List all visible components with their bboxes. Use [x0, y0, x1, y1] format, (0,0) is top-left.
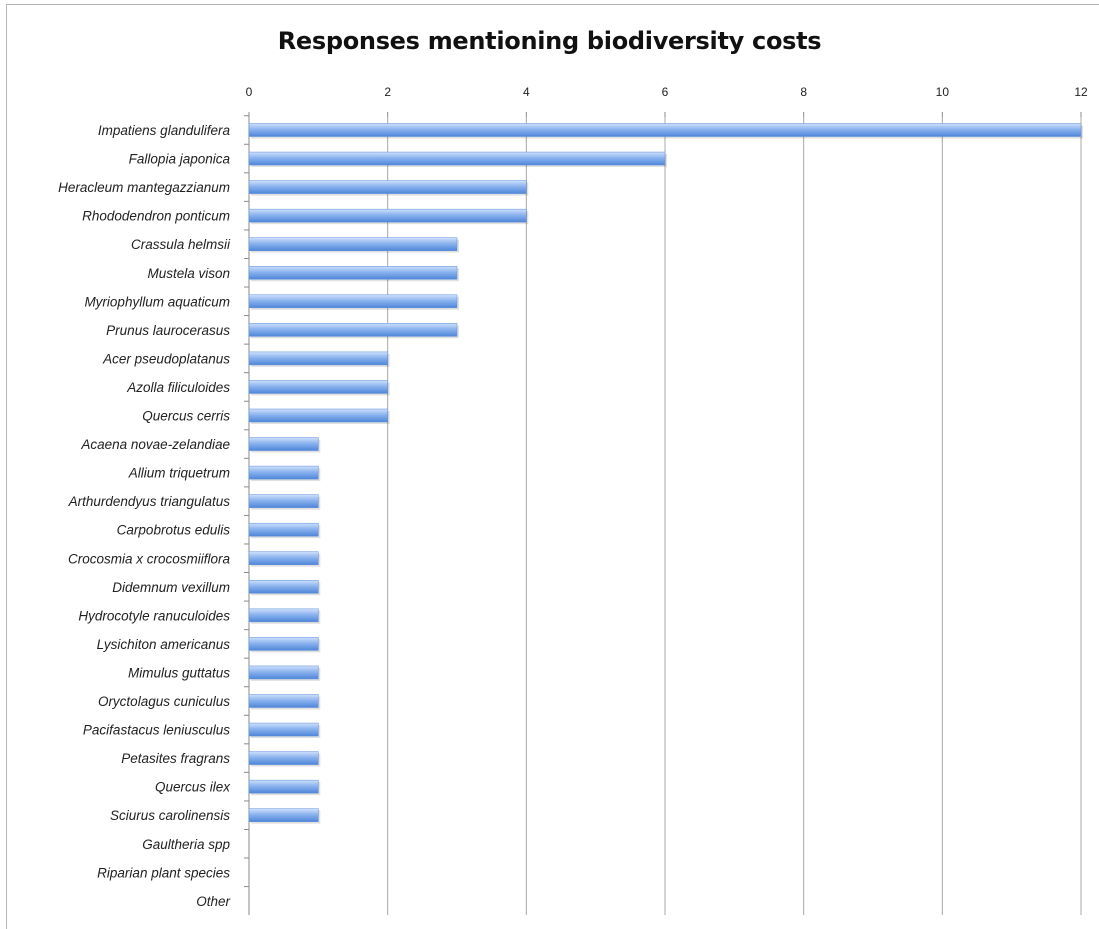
x-tick-label: 10	[936, 85, 950, 99]
bar	[248, 465, 319, 480]
bar	[248, 237, 458, 251]
category-label: Arthurdendyus triangulatus	[68, 494, 231, 509]
category-label: Allium triquetrum	[128, 466, 230, 481]
chart-frame	[6, 4, 1099, 929]
x-tick-label: 8	[800, 85, 807, 99]
bar	[248, 494, 319, 508]
bar	[248, 522, 319, 537]
category-label: Myriophyllum aquaticum	[84, 294, 230, 309]
bar	[248, 751, 319, 765]
bar	[248, 779, 319, 794]
category-label: Hydrocotyle ranuculoides	[78, 608, 230, 623]
chart-title: Responses mentioning biodiversity costs	[277, 27, 822, 55]
bar	[248, 551, 319, 565]
bar	[248, 808, 319, 822]
category-label: Didemnum vexillum	[112, 580, 230, 595]
x-tick-label: 12	[1074, 85, 1088, 99]
category-label: Heracleum mantegazzianum	[58, 180, 230, 195]
category-label: Other	[196, 894, 230, 909]
x-axis: 0 2 4 6 8 10 12	[246, 85, 1088, 117]
category-label: Carpobrotus edulis	[117, 523, 231, 538]
category-label: Rhododendron ponticum	[82, 209, 230, 224]
bar	[248, 351, 388, 366]
bar	[248, 208, 527, 223]
category-label: Mimulus guttatus	[128, 665, 230, 680]
category-label: Pacifastacus leniusculus	[83, 723, 230, 738]
x-tick-label: 2	[384, 85, 391, 99]
bar	[248, 266, 458, 280]
y-axis: Impatiens glandulifera Fallopia japonica H…	[58, 115, 249, 909]
category-label: Acer pseudoplatanus	[102, 351, 230, 366]
bar	[248, 665, 319, 680]
category-label: Sciurus carolinensis	[110, 808, 230, 823]
bar	[248, 580, 319, 594]
bar	[248, 294, 458, 309]
bar	[248, 722, 319, 737]
gridlines	[248, 117, 1082, 915]
category-label: Azolla filiculoides	[126, 380, 230, 395]
category-label: Petasites fragrans	[121, 751, 230, 766]
category-label: Oryctolagus cuniculus	[98, 694, 230, 709]
bar	[248, 437, 319, 451]
bar	[248, 180, 527, 194]
bar	[248, 380, 388, 394]
bar	[248, 151, 666, 166]
category-label: Fallopia japonica	[129, 152, 231, 167]
x-tick-label: 6	[662, 85, 669, 99]
category-label: Crocosmia x crocosmiiflora	[68, 551, 231, 566]
x-tick-label: 4	[523, 85, 530, 99]
category-label: Mustela vison	[147, 266, 230, 281]
bars	[248, 123, 1083, 824]
category-label: Prunus laurocerasus	[106, 323, 230, 338]
category-label: Quercus ilex	[155, 780, 231, 795]
bar	[248, 637, 319, 651]
category-label: Lysichiton americanus	[97, 637, 231, 652]
category-label: Acaena novae-zelandiae	[80, 437, 230, 452]
category-label: Riparian plant species	[97, 865, 230, 880]
bar	[248, 694, 319, 708]
category-label: Gaultheria spp	[142, 837, 230, 852]
bar	[248, 408, 388, 423]
category-label: Crassula helmsii	[131, 237, 231, 252]
bar	[248, 123, 1082, 137]
category-label: Quercus cerris	[142, 409, 230, 424]
category-label: Impatiens glandulifera	[98, 123, 231, 138]
bar	[248, 323, 458, 337]
bar	[248, 608, 319, 623]
x-tick-label: 0	[246, 85, 253, 99]
